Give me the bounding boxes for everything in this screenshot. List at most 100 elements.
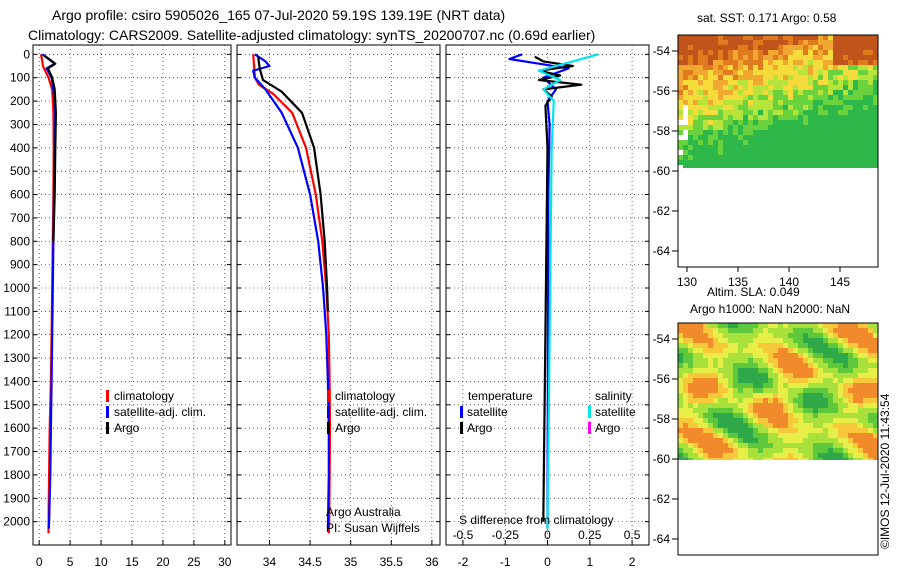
sla-cell bbox=[833, 458, 838, 460]
sst-cell bbox=[728, 50, 733, 55]
sla-cell bbox=[698, 328, 703, 333]
sla-cell bbox=[783, 353, 788, 358]
sla-cell bbox=[868, 358, 873, 363]
sla-cell bbox=[733, 448, 738, 453]
sst-cell bbox=[728, 75, 733, 80]
sst-cell bbox=[753, 90, 758, 95]
sla-cell bbox=[718, 433, 723, 438]
sla-cell bbox=[763, 423, 768, 428]
legend-header-salinity: salinity bbox=[595, 389, 632, 403]
sla-cell bbox=[813, 368, 818, 373]
legend-label-argo: Argo bbox=[335, 421, 361, 435]
sla-cell bbox=[698, 458, 703, 460]
sst-cell bbox=[838, 60, 843, 65]
sla-cell bbox=[713, 443, 718, 448]
sla-cell bbox=[723, 383, 728, 388]
sst-cell bbox=[768, 45, 773, 50]
sla-cell bbox=[758, 418, 763, 423]
sla-cell bbox=[823, 398, 828, 403]
sla-cell bbox=[728, 328, 733, 333]
sst-cell bbox=[863, 90, 868, 95]
sla-cell bbox=[788, 393, 793, 398]
sst-cell bbox=[848, 115, 853, 120]
sla-cell bbox=[778, 363, 783, 368]
sst-cell bbox=[723, 80, 728, 85]
sla-cell bbox=[733, 343, 738, 348]
sst-cell bbox=[833, 95, 838, 100]
sst-cell bbox=[713, 40, 718, 45]
sla-cell bbox=[698, 333, 703, 338]
sla-cell bbox=[683, 398, 688, 403]
sla-cell bbox=[733, 373, 738, 378]
sla-cell bbox=[703, 328, 708, 333]
sst-cell bbox=[733, 90, 738, 95]
sla-cell bbox=[773, 348, 778, 353]
depth-axis: 0100200300400500600700800900100011001200… bbox=[3, 47, 30, 528]
sst-cell bbox=[873, 100, 878, 105]
sla-cell bbox=[688, 438, 693, 443]
sla-cell bbox=[848, 423, 853, 428]
sla-cell bbox=[718, 413, 723, 418]
sla-cell bbox=[793, 428, 798, 433]
sla-cell bbox=[843, 423, 848, 428]
legend-label-s-argo: Argo bbox=[595, 421, 621, 435]
sst-cell bbox=[823, 110, 828, 115]
sla-cell bbox=[693, 323, 698, 328]
sla-cell bbox=[683, 363, 688, 368]
sla-cell bbox=[683, 433, 688, 438]
sst-cell bbox=[803, 165, 808, 168]
lat-tick-label: -64 bbox=[653, 532, 671, 546]
sla-cell bbox=[858, 323, 863, 328]
x-tick-label: 1 bbox=[586, 555, 593, 569]
sla-cell bbox=[718, 388, 723, 393]
sst-cell bbox=[808, 120, 813, 125]
sla-cell bbox=[778, 393, 783, 398]
sst-cell bbox=[848, 125, 853, 130]
sla-cell bbox=[708, 373, 713, 378]
sst-cell bbox=[838, 50, 843, 55]
sla-cell bbox=[798, 438, 803, 443]
sst-cell bbox=[788, 145, 793, 150]
sla-cell bbox=[873, 398, 878, 403]
sst-cell bbox=[808, 80, 813, 85]
sst-cell bbox=[698, 140, 703, 145]
sst-cell bbox=[828, 145, 833, 150]
sla-cell bbox=[798, 443, 803, 448]
sla-cell bbox=[838, 438, 843, 443]
sst-cell bbox=[738, 160, 743, 165]
sst-cell bbox=[723, 35, 728, 40]
sla-cell bbox=[838, 328, 843, 333]
sst-cell bbox=[858, 150, 863, 155]
sst-cell bbox=[723, 85, 728, 90]
sst-cell bbox=[783, 40, 788, 45]
sla-cell bbox=[818, 428, 823, 433]
sst-cell bbox=[753, 80, 758, 85]
sla-cell bbox=[753, 408, 758, 413]
sla-cell bbox=[688, 358, 693, 363]
series-line-t-satellite bbox=[508, 53, 570, 529]
sst-cell bbox=[858, 95, 863, 100]
sst-cell bbox=[718, 50, 723, 55]
sla-cell bbox=[713, 368, 718, 373]
sla-cell bbox=[788, 403, 793, 408]
sst-cell bbox=[778, 95, 783, 100]
sla-cell bbox=[808, 428, 813, 433]
sst-cell bbox=[763, 135, 768, 140]
sst-cell bbox=[758, 50, 763, 55]
sla-cell bbox=[753, 323, 758, 328]
sla-cell bbox=[783, 398, 788, 403]
sst-cell bbox=[853, 130, 858, 135]
sla-cell bbox=[788, 378, 793, 383]
sla-cell bbox=[743, 348, 748, 353]
sla-cell bbox=[828, 433, 833, 438]
sst-cell bbox=[863, 130, 868, 135]
sst-cell bbox=[853, 150, 858, 155]
sst-cell bbox=[798, 135, 803, 140]
sst-cell bbox=[763, 165, 768, 168]
sla-cell bbox=[863, 403, 868, 408]
sla-cell bbox=[853, 323, 858, 328]
sst-cell bbox=[838, 115, 843, 120]
sla-cell bbox=[703, 458, 708, 460]
sst-cell bbox=[693, 40, 698, 45]
sst-cell bbox=[778, 155, 783, 160]
